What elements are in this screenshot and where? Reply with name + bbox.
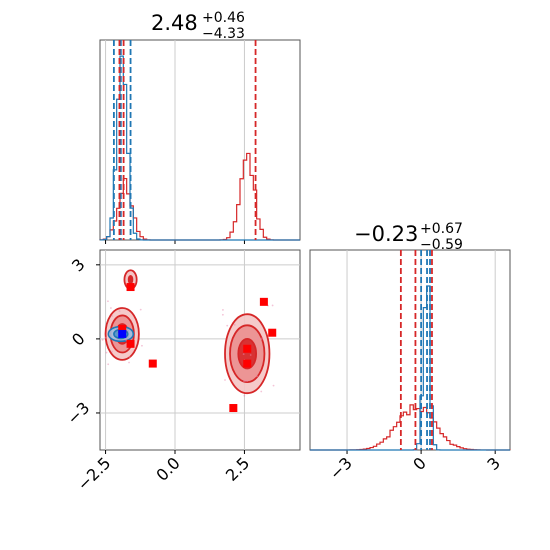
red-marker-4 xyxy=(148,359,157,368)
sample-dot xyxy=(107,363,110,366)
sample-dot xyxy=(246,380,249,382)
red-marker-7 xyxy=(229,404,238,413)
sample-dot xyxy=(256,375,259,378)
red-marker-5 xyxy=(243,359,252,368)
sample-dot xyxy=(222,309,224,311)
sample-dot xyxy=(256,337,259,340)
sample-dot xyxy=(271,304,274,307)
sample-dot xyxy=(107,300,109,303)
sample-dot xyxy=(244,379,247,382)
p1-y-tick-label-1: −3 xyxy=(63,398,93,428)
red-marker-2 xyxy=(118,325,127,334)
sample-dot xyxy=(141,344,143,347)
sample-dot xyxy=(243,394,246,397)
p1-x-tick-label-1: −3 xyxy=(326,453,356,483)
sample-dot xyxy=(111,350,113,353)
p0-tick-label-1: −2.5 xyxy=(73,453,114,494)
red-contour-island-core xyxy=(127,274,134,285)
red-marker-6 xyxy=(243,344,252,353)
p1-y-tick-label-3: 3 xyxy=(68,255,89,276)
sample-dot xyxy=(114,343,117,345)
joint-contours xyxy=(101,269,275,397)
red-contour-2-level-3 xyxy=(237,337,258,370)
sample-dot xyxy=(101,338,104,341)
p0-title-median: 2.48 xyxy=(151,11,198,35)
sample-dot xyxy=(243,380,245,383)
histograms xyxy=(99,40,510,451)
p1-x-tick-label-3: 3 xyxy=(483,453,504,474)
sample-dot xyxy=(118,310,121,313)
sample-markers xyxy=(118,283,277,413)
red-marker-1 xyxy=(126,283,135,292)
p1-title-median: −0.23 xyxy=(354,222,418,246)
sample-dot xyxy=(242,353,245,356)
sample-dot xyxy=(104,336,107,339)
p0-title-plus: +0.46 xyxy=(202,10,245,26)
sample-dot xyxy=(260,390,263,393)
p1-title: −0.23 +0.67 −0.59 xyxy=(354,221,463,253)
sample-dot xyxy=(128,361,130,364)
p0-title: 2.48 +0.46 −4.33 xyxy=(151,10,245,42)
p1-title-plus: +0.67 xyxy=(420,221,463,237)
sample-dot xyxy=(111,315,114,317)
p0-tick-label-2: 0.0 xyxy=(152,453,183,484)
sample-dot xyxy=(226,324,229,327)
sample-dot xyxy=(224,379,226,381)
sample-dot xyxy=(272,384,275,387)
p1-title-minus: −0.59 xyxy=(420,237,463,253)
sample-dot xyxy=(260,338,263,341)
sample-dot xyxy=(233,323,236,326)
p0-tick-label-3: 2.5 xyxy=(222,453,253,484)
sample-dot xyxy=(128,356,131,358)
blue-marker-1 xyxy=(118,329,127,338)
p1-x-tick-label-2: 0 xyxy=(409,453,430,474)
sample-dot xyxy=(249,354,252,356)
red-marker-3 xyxy=(126,339,135,348)
p1-histogram-panel xyxy=(309,249,511,451)
sample-dot xyxy=(109,307,112,309)
sample-dot xyxy=(221,313,224,316)
joint-distribution-panel xyxy=(99,249,301,451)
sample-dot xyxy=(105,351,108,354)
sample-dot xyxy=(139,308,142,311)
p1-histogram-red xyxy=(310,404,510,451)
p1-histogram-blue xyxy=(310,285,510,451)
red-marker-9 xyxy=(268,328,277,337)
red-marker-8 xyxy=(259,297,268,306)
p1-y-tick-label-2: 0 xyxy=(68,329,89,350)
sample-dot xyxy=(123,344,126,347)
p0-title-minus: −4.33 xyxy=(202,26,245,42)
